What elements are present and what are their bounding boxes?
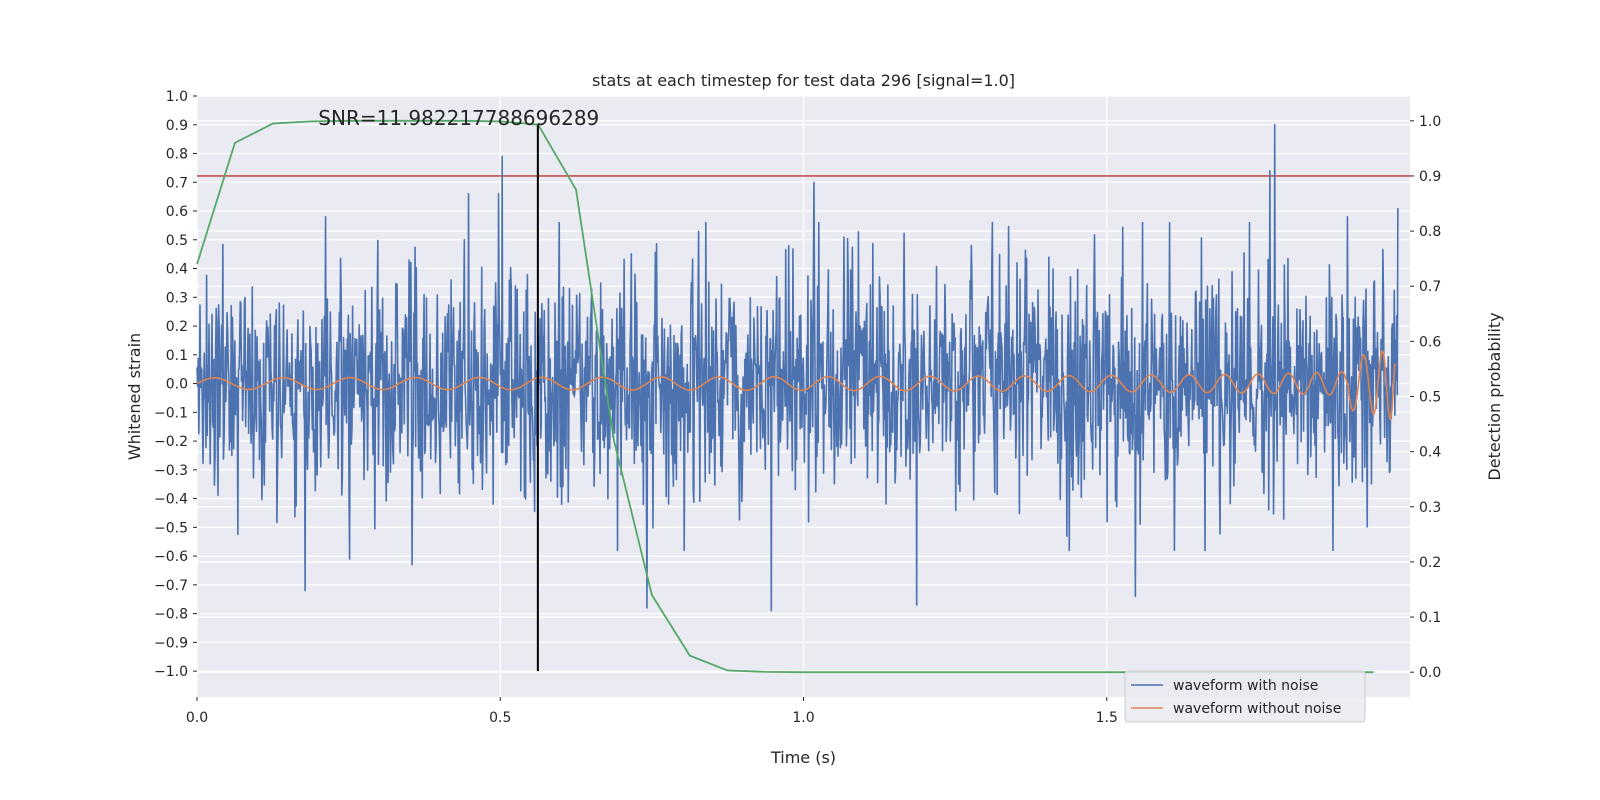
- y-axis-label: Whitened strain: [125, 333, 144, 460]
- series-line-waveform-without-noise: [196, 350, 1396, 420]
- y-tick-label: 0.3: [166, 290, 188, 306]
- y-tick-label: 0.7: [166, 175, 188, 191]
- y2-tick-label: 0.1: [1419, 610, 1441, 626]
- legend-label-noise: waveform with noise: [1173, 678, 1318, 694]
- series-line-detection-probability: [196, 119, 1374, 674]
- axes: 0.0 0.5 1.0 1.5 −1.0 −0.9 −0.8 −0.7 −0.6 −0.5 −0.4…: [154, 89, 1441, 726]
- y2-tick-label: 0.7: [1419, 279, 1441, 295]
- snr-annotation: SNR=11.982217788696289: [318, 106, 599, 130]
- chart-title: stats at each timestep for test data 296…: [592, 71, 1015, 90]
- x-tick-label: 0.0: [186, 710, 208, 726]
- y2-tick-label: 1.0: [1419, 114, 1441, 130]
- y-tick-label: 0.6: [166, 204, 188, 220]
- y2-tick-label: 0.3: [1419, 500, 1441, 516]
- x-tick-label: 1.0: [792, 710, 814, 726]
- y-tick-label: −0.9: [154, 635, 188, 651]
- legend-label-clean: waveform without noise: [1173, 701, 1341, 717]
- y-tick-label: 0.9: [166, 118, 188, 134]
- y2-tick-label: 0.0: [1419, 665, 1441, 681]
- y-tick-label: −0.6: [154, 549, 188, 565]
- y2-tick-label: 0.2: [1419, 555, 1441, 571]
- legend-box: [1124, 670, 1366, 723]
- x-axis-label: Time (s): [770, 748, 836, 767]
- y-tick-label: 0.2: [166, 319, 188, 335]
- y-tick-label: −0.8: [154, 607, 188, 623]
- y-tick-label: 0.4: [166, 262, 188, 278]
- y2-tick-label: 0.8: [1419, 224, 1441, 240]
- y-tick-label: 0.8: [166, 147, 188, 163]
- y2-tick-label: 0.9: [1419, 169, 1441, 185]
- x-tick-label: 0.5: [489, 710, 511, 726]
- legend: waveform with noise waveform without noi…: [1124, 670, 1366, 723]
- y-tick-label: 0.5: [166, 233, 188, 249]
- y-tick-label: −0.4: [154, 492, 188, 508]
- x-tick-label: 1.5: [1096, 710, 1118, 726]
- y2-axis-label: Detection probability: [1485, 312, 1504, 480]
- y2-tick-label: 0.6: [1419, 334, 1441, 350]
- y-tick-label: 0.0: [166, 377, 188, 393]
- y-tick-label: −0.5: [154, 520, 188, 536]
- series-line-waveform-with-noise: [196, 123, 1399, 612]
- y-tick-label: −0.1: [154, 405, 188, 421]
- y-tick-label: −1.0: [154, 664, 188, 680]
- y2-tick-label: 0.5: [1419, 390, 1441, 406]
- y-tick-label: 0.1: [166, 348, 188, 364]
- y-tick-label: −0.2: [154, 434, 188, 450]
- y-tick-label: −0.7: [154, 578, 188, 594]
- y-tick-label: 1.0: [166, 89, 188, 105]
- y2-tick-label: 0.4: [1419, 445, 1441, 461]
- series-lines: [196, 119, 1399, 674]
- y-tick-label: −0.3: [154, 463, 188, 479]
